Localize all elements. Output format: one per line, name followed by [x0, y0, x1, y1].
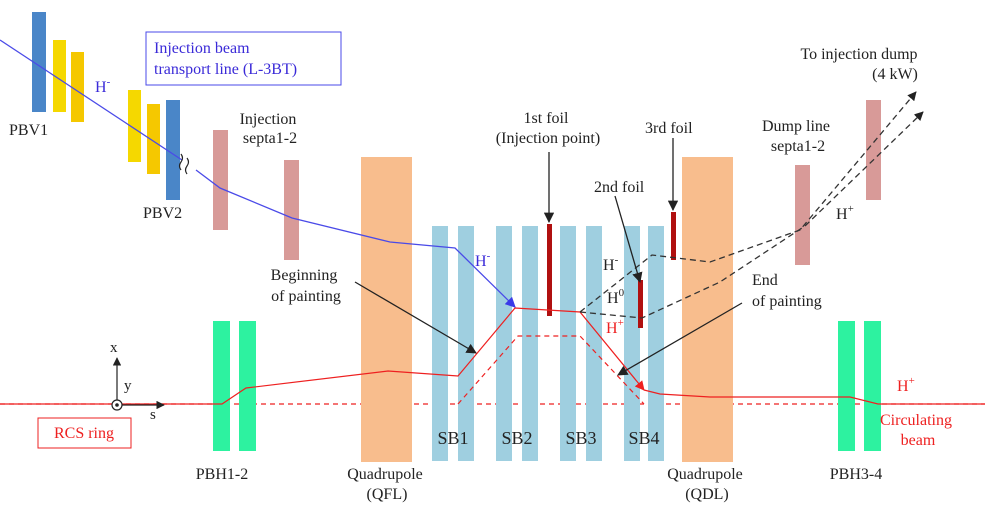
qfl-label: Quadrupole (QFL): [347, 466, 427, 503]
first-foil-line1: 1st foil: [524, 110, 569, 127]
pbh4-magnet: [864, 321, 881, 451]
axis-x-label: x: [110, 340, 118, 356]
end-painting-label: End of painting: [752, 272, 822, 310]
ring-beam-path-2: [643, 389, 985, 405]
end-painting-line1: End: [752, 272, 778, 289]
axis-y-label: y: [124, 378, 132, 394]
sb4-label: SB4: [628, 428, 659, 448]
dump-beam-hminus: [579, 91, 917, 313]
qdl-label: Quadrupole (QDL): [667, 466, 747, 503]
pbv1-label: PBV1: [9, 122, 48, 139]
injection-dump-line2: (4 kW): [872, 66, 918, 83]
dump-beam-hzero: [579, 111, 924, 319]
pbh3-magnet: [838, 321, 855, 451]
dump-septum-2: [866, 100, 881, 200]
pbv2-magnet: [166, 100, 180, 200]
sb1-magnet-a: [432, 226, 448, 461]
pbv1-magnet-orange: [71, 52, 84, 122]
quadrupole-qdl: [682, 157, 733, 462]
first-foil-label: 1st foil (Injection point): [496, 110, 600, 147]
h-plus-dump-label: H+: [836, 203, 854, 223]
end-painting-line2: of painting: [752, 293, 822, 310]
beginning-painting-line2: of painting: [271, 288, 341, 305]
ring-beam-path: [0, 307, 645, 405]
injection-septa-line2: septa1-2: [243, 130, 297, 147]
sb3-magnet-a: [560, 226, 576, 461]
injection-septum-2: [284, 160, 299, 260]
rcs-ring-label: RCS ring: [54, 425, 114, 442]
second-foil-label: 2nd foil: [594, 179, 645, 196]
third-foil: [671, 212, 676, 260]
sb2-magnet-b: [522, 226, 538, 461]
qdl-line2: (QDL): [685, 486, 729, 503]
second-foil-pointer: [614, 195, 643, 283]
injection-line-box: [145, 31, 342, 86]
sb2-label: SB2: [501, 428, 532, 448]
h-plus-ring-label: H+: [606, 317, 624, 337]
end-painting-pointer: [617, 302, 743, 376]
injection-beam-path-2: [195, 169, 516, 308]
injection-dump-label: To injection dump (4 kW): [800, 46, 921, 83]
rcs-ring-box: [37, 417, 132, 449]
second-foil: [638, 280, 643, 328]
dump-septa-line1: Dump line: [762, 118, 830, 135]
qfl-line1: Quadrupole: [347, 466, 423, 483]
injection-septa-label: Injection septa1-2: [240, 111, 301, 147]
pbh2-magnet: [239, 321, 256, 451]
beam-break-icon: [178, 153, 190, 175]
sb3-magnet-b: [586, 226, 602, 461]
h-minus-top-label: H-: [95, 76, 111, 96]
sb4-magnet-b: [648, 226, 664, 461]
first-foil: [547, 224, 552, 316]
ring-bump-dashed: [457, 335, 645, 405]
injection-septa-line1: Injection: [240, 111, 297, 128]
first-foil-line2: (Injection point): [496, 130, 600, 147]
beginning-painting-pointer: [354, 281, 477, 354]
coordinate-axes: [111, 357, 165, 411]
circulating-beam-label: Circulating beam: [880, 412, 956, 449]
injection-line-line1: Injection beam: [154, 40, 250, 57]
sb1-magnet-b: [458, 226, 474, 461]
injection-beam-path: [0, 39, 183, 161]
pbv2-magnet-yellow: [128, 90, 141, 162]
sb2-magnet-a: [496, 226, 512, 461]
injection-line-label: Injection beam transport line (L-3BT): [154, 40, 297, 78]
dump-septa-line2: septa1-2: [771, 138, 825, 155]
circulating-beam-line1: Circulating: [880, 412, 952, 429]
qfl-line2: (QFL): [367, 486, 408, 503]
pbv2-label: PBV2: [143, 205, 182, 222]
injection-dump-line1: To injection dump: [800, 46, 917, 63]
h-minus-foil-label: H-: [603, 254, 619, 274]
pbv1-magnet-yellow: [53, 40, 66, 112]
pbv1-magnet: [32, 12, 46, 112]
h-minus-mid-label: H-: [475, 250, 491, 270]
injection-line-line2: transport line (L-3BT): [154, 61, 297, 78]
h-zero-label: H0: [607, 287, 625, 307]
beginning-painting-line1: Beginning: [271, 267, 338, 284]
h-plus-right-label: H+: [897, 375, 915, 395]
sb4-magnet-a: [624, 226, 640, 461]
pbh12-label: PBH1-2: [196, 466, 248, 483]
pbh34-label: PBH3-4: [830, 466, 882, 483]
injection-septum-1: [213, 130, 228, 230]
pbh1-magnet: [213, 321, 230, 451]
quadrupole-qfl: [361, 157, 412, 462]
pbv2-magnet-orange: [147, 104, 160, 174]
qdl-line1: Quadrupole: [667, 466, 743, 483]
axis-s-label: s: [150, 407, 156, 423]
beginning-painting-label: Beginning of painting: [271, 267, 342, 305]
third-foil-label: 3rd foil: [645, 120, 693, 137]
sb1-label: SB1: [437, 428, 468, 448]
sb3-label: SB3: [565, 428, 596, 448]
dump-septa-label: Dump line septa1-2: [762, 118, 834, 155]
circulating-beam-line2: beam: [901, 432, 936, 449]
dump-septum-1: [795, 165, 810, 265]
